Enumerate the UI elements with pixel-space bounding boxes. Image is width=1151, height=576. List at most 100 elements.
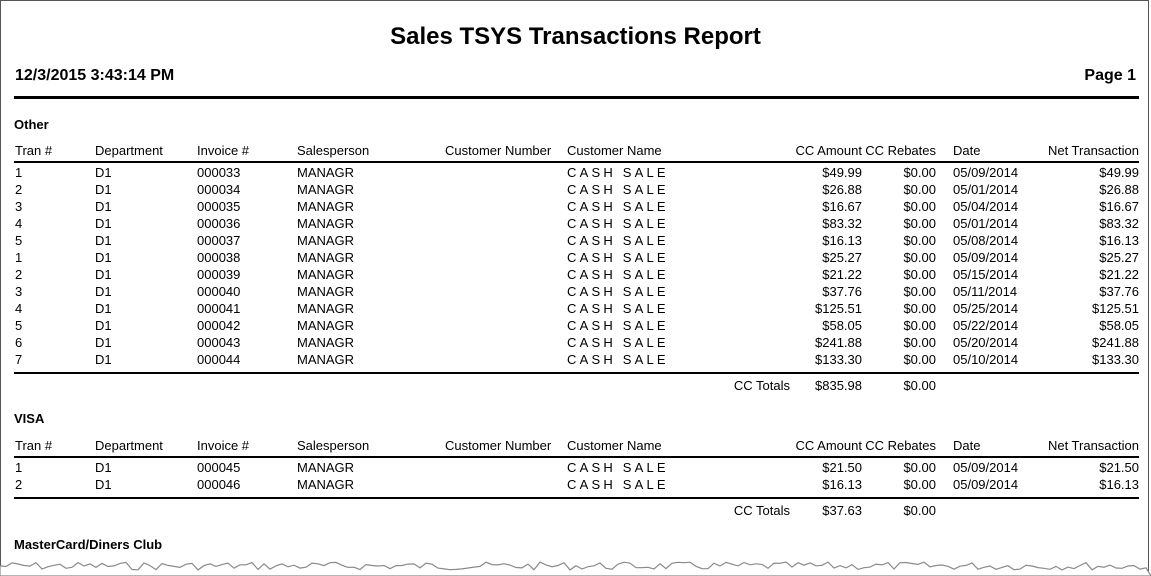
cc-amount-cell: $125.51 [815, 301, 862, 316]
invoice-cell: 000042 [197, 318, 241, 333]
cc-amount-cell: $241.88 [815, 335, 862, 350]
tran-cell: 1 [15, 460, 23, 475]
customer-name-cell: CASH SALE [567, 477, 669, 492]
date-cell: 05/10/2014 [953, 352, 1019, 367]
tran-cell: 2 [15, 182, 23, 197]
net-transaction-cell: $25.27 [1099, 250, 1139, 265]
col-header-salesperson: Salesperson [297, 438, 370, 453]
salesperson-cell: MANAGR [297, 182, 355, 197]
net-transaction-cell: $26.88 [1099, 182, 1139, 197]
col-header-cc-rebates: CC Rebates [865, 438, 936, 453]
section-title: VISA [14, 411, 45, 426]
col-header-customer-number: Customer Number [445, 143, 552, 158]
col-header-salesperson: Salesperson [297, 143, 370, 158]
invoice-cell: 000041 [197, 301, 241, 316]
col-header-invoice: Invoice # [197, 438, 250, 453]
salesperson-cell: MANAGR [297, 352, 355, 367]
department-cell: D1 [95, 318, 112, 333]
net-transaction-cell: $16.13 [1099, 477, 1139, 492]
cc-rebates-cell: $0.00 [903, 460, 936, 475]
col-header-net-transaction: Net Transaction [1047, 438, 1139, 453]
net-transaction-cell: $49.99 [1099, 165, 1139, 180]
cc-rebates-cell: $0.00 [903, 318, 936, 333]
cc-rebates-cell: $0.00 [903, 352, 936, 367]
department-cell: D1 [95, 165, 112, 180]
table-row: 3 D1 000040 MANAGR CASH SALE $37.76 $0.00 05/11… [14, 283, 1139, 300]
tran-cell: 4 [15, 216, 23, 231]
department-cell: D1 [95, 250, 112, 265]
net-transaction-cell: $37.76 [1099, 284, 1139, 299]
cc-amount-cell: $26.88 [822, 182, 862, 197]
cc-rebates-cell: $0.00 [903, 301, 936, 316]
cc-amount-cell: $25.27 [822, 250, 862, 265]
salesperson-cell: MANAGR [297, 335, 355, 350]
customer-name-cell: CASH SALE [567, 284, 669, 299]
section-rule [14, 497, 1139, 499]
date-cell: 05/09/2014 [953, 250, 1019, 265]
cc-rebates-cell: $0.00 [903, 267, 936, 282]
invoice-cell: 000037 [197, 233, 241, 248]
col-header-date: Date [953, 438, 981, 453]
date-cell: 05/25/2014 [953, 301, 1019, 316]
rows-visa: 1 D1 000045 MANAGR CASH SALE $21.50 $0.00 05/09… [14, 458, 1139, 493]
cc-amount-cell: $133.30 [815, 352, 862, 367]
totals-row: CC Totals $37.63 $0.00 [14, 501, 1139, 521]
table-row: 3 D1 000035 MANAGR CASH SALE $16.67 $0.00 05/04… [14, 198, 1139, 215]
col-header-customer-name: Customer Name [567, 143, 662, 158]
col-header-department: Department [95, 143, 163, 158]
salesperson-cell: MANAGR [297, 165, 355, 180]
date-cell: 05/15/2014 [953, 267, 1019, 282]
section-title: Other [14, 117, 49, 132]
customer-name-cell: CASH SALE [567, 335, 669, 350]
date-cell: 05/08/2014 [953, 233, 1019, 248]
date-cell: 05/09/2014 [953, 460, 1019, 475]
table-row: 2 D1 000046 MANAGR CASH SALE $16.13 $0.00 05/09… [14, 476, 1139, 493]
invoice-cell: 000043 [197, 335, 241, 350]
cc-amount-cell: $49.99 [822, 165, 862, 180]
customer-name-cell: CASH SALE [567, 233, 669, 248]
net-transaction-cell: $125.51 [1092, 301, 1139, 316]
table-row: 1 D1 000038 MANAGR CASH SALE $25.27 $0.00 05/09… [14, 249, 1139, 266]
date-cell: 05/20/2014 [953, 335, 1019, 350]
column-headers: Tran # Department Invoice # Salesperson … [14, 143, 1139, 160]
customer-name-cell: CASH SALE [567, 199, 669, 214]
customer-name-cell: CASH SALE [567, 182, 669, 197]
department-cell: D1 [95, 335, 112, 350]
invoice-cell: 000038 [197, 250, 241, 265]
date-cell: 05/01/2014 [953, 216, 1019, 231]
cc-rebates-cell: $0.00 [903, 335, 936, 350]
cc-amount-cell: $83.32 [822, 216, 862, 231]
net-transaction-cell: $16.67 [1099, 199, 1139, 214]
invoice-cell: 000033 [197, 165, 241, 180]
date-cell: 05/11/2014 [953, 284, 1018, 299]
table-row: 2 D1 000034 MANAGR CASH SALE $26.88 $0.00 05/01… [14, 181, 1139, 198]
net-transaction-cell: $241.88 [1092, 335, 1139, 350]
col-header-department: Department [95, 438, 163, 453]
customer-name-cell: CASH SALE [567, 460, 669, 475]
cc-amount-cell: $16.13 [822, 477, 862, 492]
table-row: 5 D1 000042 MANAGR CASH SALE $58.05 $0.00 05/22… [14, 317, 1139, 334]
tran-cell: 4 [15, 301, 23, 316]
department-cell: D1 [95, 182, 112, 197]
net-transaction-cell: $16.13 [1099, 233, 1139, 248]
date-cell: 05/22/2014 [953, 318, 1019, 333]
col-header-customer-number: Customer Number [445, 438, 552, 453]
cc-rebates-cell: $0.00 [903, 199, 936, 214]
invoice-cell: 000035 [197, 199, 241, 214]
header-rule [14, 456, 1139, 458]
net-transaction-cell: $133.30 [1092, 352, 1139, 367]
salesperson-cell: MANAGR [297, 199, 355, 214]
department-cell: D1 [95, 477, 112, 492]
customer-name-cell: CASH SALE [567, 165, 669, 180]
tran-cell: 7 [15, 352, 23, 367]
column-headers: Tran # Department Invoice # Salesperson … [14, 438, 1139, 455]
invoice-cell: 000034 [197, 182, 241, 197]
section-visa: VISA Tran # Department Invoice # Salespe… [14, 410, 1139, 521]
cc-amount-cell: $58.05 [822, 318, 862, 333]
report-title: Sales TSYS Transactions Report [390, 23, 761, 50]
net-transaction-cell: $58.05 [1099, 318, 1139, 333]
col-header-date: Date [953, 143, 981, 158]
customer-name-cell: CASH SALE [567, 352, 669, 367]
section-mastercard: MasterCard/Diners Club [14, 536, 1139, 554]
